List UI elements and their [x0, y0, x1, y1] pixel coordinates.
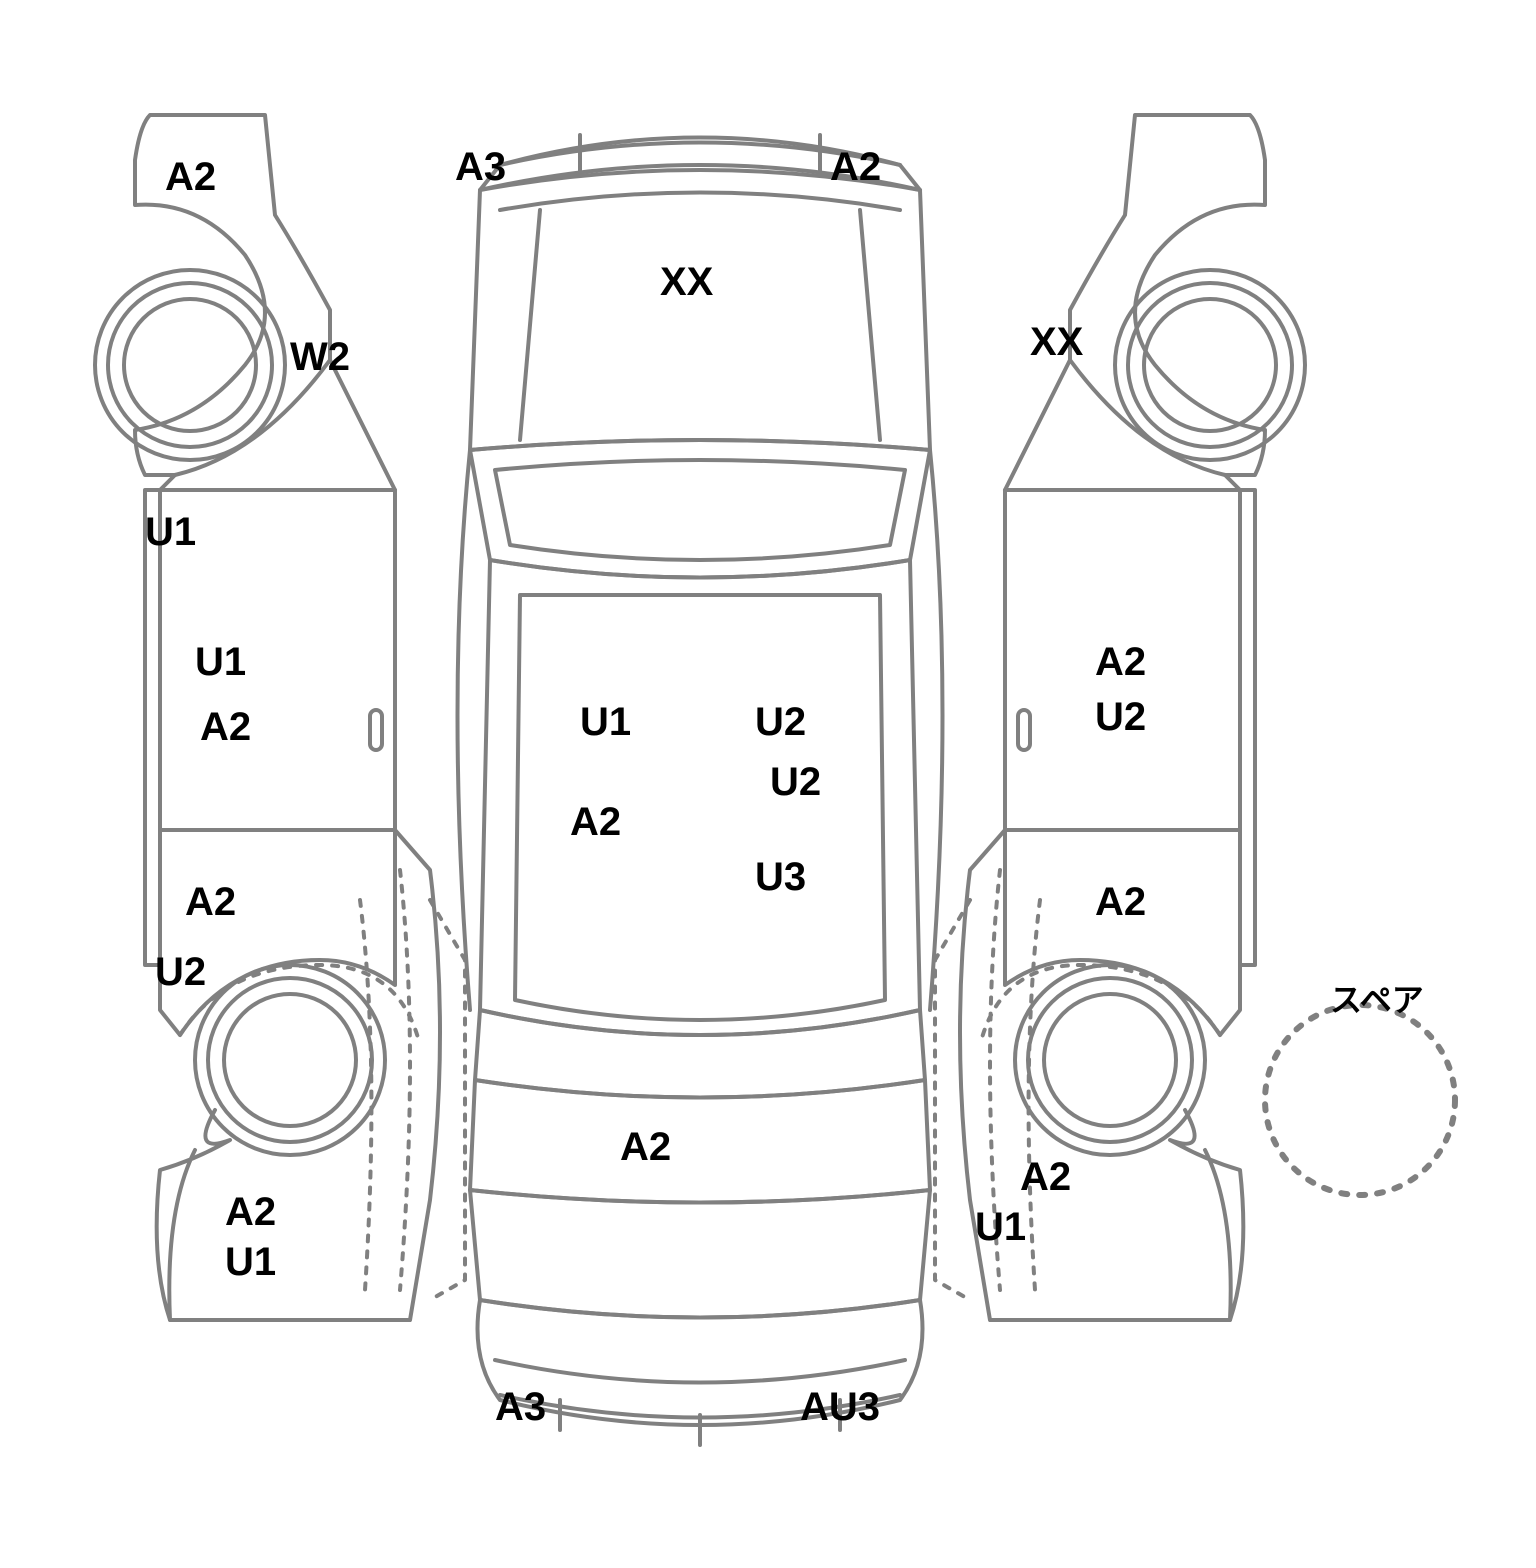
damage-code-roof-u1: U1 [580, 700, 631, 745]
damage-code-right-front-door-a2: A2 [1095, 640, 1146, 685]
damage-code-roof-u2b: U2 [770, 760, 821, 805]
damage-code-right-front-door-u2: U2 [1095, 695, 1146, 740]
damage-code-right-front-xx: XX [1030, 320, 1083, 365]
damage-code-roof-u2a: U2 [755, 700, 806, 745]
damage-code-right-rear-fender-u1: U1 [975, 1205, 1026, 1250]
damage-code-left-rear-door-u2: U2 [155, 950, 206, 995]
damage-code-left-rear-door-a2: A2 [185, 880, 236, 925]
damage-code-rear-bumper-au3: AU3 [800, 1385, 880, 1430]
damage-code-right-rear-door-a2: A2 [1095, 880, 1146, 925]
damage-code-right-rear-fender-a2: A2 [1020, 1155, 1071, 1200]
damage-code-left-front-fender-a2: A2 [165, 155, 216, 200]
damage-code-left-rear-fender-u1: U1 [225, 1240, 276, 1285]
damage-code-roof-u3: U3 [755, 855, 806, 900]
damage-code-rear-bumper-a3: A3 [495, 1385, 546, 1430]
damage-code-left-front-door-u1: U1 [195, 640, 246, 685]
spare-tire-label: スペア [1330, 975, 1424, 1021]
vehicle-outline-svg [0, 0, 1536, 1568]
damage-code-top-front-bumper-a3: A3 [455, 145, 506, 190]
damage-code-rear-window-a2: A2 [620, 1125, 671, 1170]
damage-code-left-sill-u1: U1 [145, 510, 196, 555]
damage-code-left-rear-fender-a2: A2 [225, 1190, 276, 1235]
damage-code-roof-a2: A2 [570, 800, 621, 845]
damage-code-left-front-door-a2: A2 [200, 705, 251, 750]
damage-code-top-front-bumper-a2: A2 [830, 145, 881, 190]
damage-code-left-front-w2: W2 [290, 335, 350, 380]
damage-code-top-hood-xx: XX [660, 260, 713, 305]
vehicle-condition-diagram: A2 A3 A2 XX W2 XX U1 U1 A2 A2 U2 U1 U2 U2 A2 U3 A2 U2 A2 A2… [0, 0, 1536, 1568]
